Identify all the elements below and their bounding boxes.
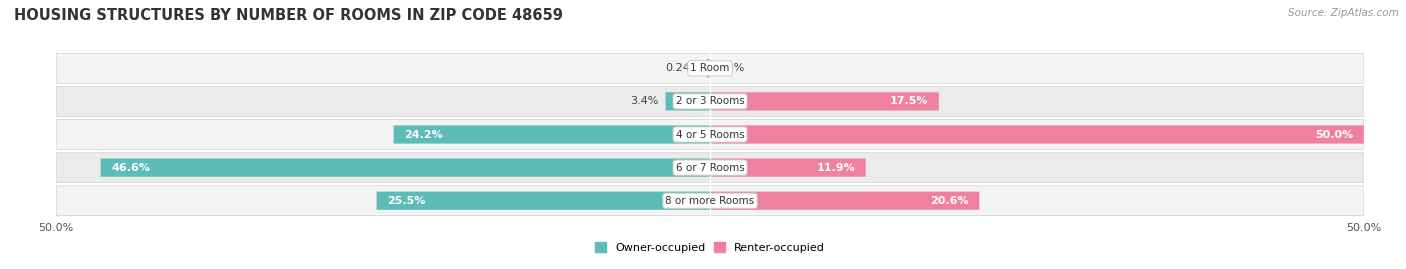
Text: 11.9%: 11.9% [817, 162, 855, 173]
Text: 0.24%: 0.24% [665, 63, 700, 73]
Text: 4 or 5 Rooms: 4 or 5 Rooms [676, 129, 744, 140]
Text: 0.0%: 0.0% [717, 63, 745, 73]
FancyBboxPatch shape [665, 92, 710, 111]
FancyBboxPatch shape [710, 92, 939, 111]
Text: HOUSING STRUCTURES BY NUMBER OF ROOMS IN ZIP CODE 48659: HOUSING STRUCTURES BY NUMBER OF ROOMS IN… [14, 8, 562, 23]
Text: 25.5%: 25.5% [387, 196, 426, 206]
FancyBboxPatch shape [707, 59, 710, 77]
Text: 17.5%: 17.5% [890, 96, 928, 107]
FancyBboxPatch shape [710, 192, 980, 210]
Text: 6 or 7 Rooms: 6 or 7 Rooms [676, 162, 744, 173]
FancyBboxPatch shape [56, 120, 1364, 149]
FancyBboxPatch shape [101, 158, 710, 177]
FancyBboxPatch shape [377, 192, 710, 210]
FancyBboxPatch shape [394, 125, 710, 144]
Text: 50.0%: 50.0% [1315, 129, 1354, 140]
Text: 1 Room: 1 Room [690, 63, 730, 73]
Legend: Owner-occupied, Renter-occupied: Owner-occupied, Renter-occupied [595, 242, 825, 253]
FancyBboxPatch shape [56, 153, 1364, 182]
Text: 2 or 3 Rooms: 2 or 3 Rooms [676, 96, 744, 107]
Text: 8 or more Rooms: 8 or more Rooms [665, 196, 755, 206]
FancyBboxPatch shape [56, 186, 1364, 216]
Text: 20.6%: 20.6% [931, 196, 969, 206]
Text: 24.2%: 24.2% [404, 129, 443, 140]
FancyBboxPatch shape [56, 53, 1364, 83]
FancyBboxPatch shape [710, 125, 1364, 144]
FancyBboxPatch shape [710, 158, 866, 177]
Text: Source: ZipAtlas.com: Source: ZipAtlas.com [1288, 8, 1399, 18]
FancyBboxPatch shape [56, 87, 1364, 116]
Text: 46.6%: 46.6% [111, 162, 150, 173]
Text: 3.4%: 3.4% [631, 96, 659, 107]
